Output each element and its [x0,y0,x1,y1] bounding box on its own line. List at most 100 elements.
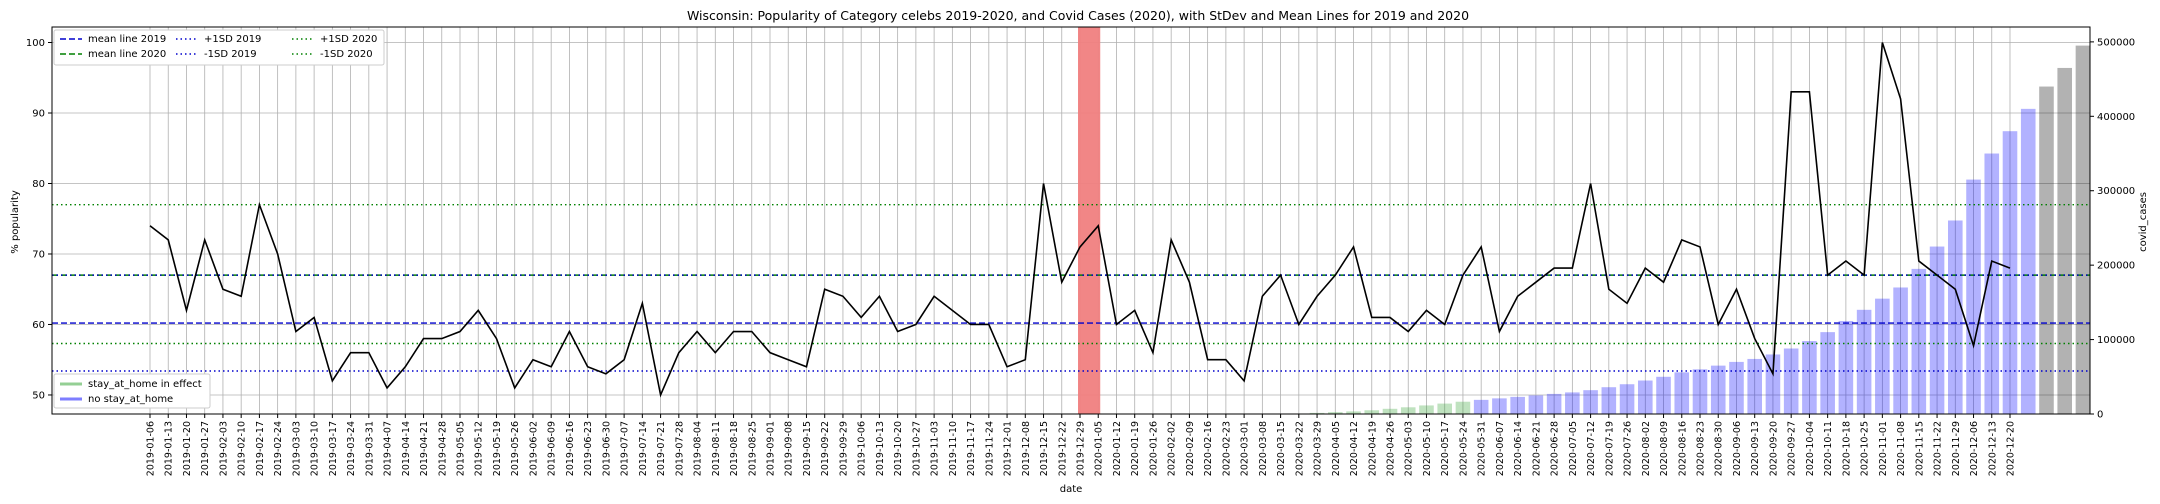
covid-bar [1893,287,1908,414]
covid-bar [1948,220,1963,414]
covid-bar [1419,405,1434,414]
x-tick-label: 2020-04-12 [1349,421,1360,476]
covid-bar [1619,384,1635,414]
x-tick-label: 2019-09-01 [766,421,777,476]
covid-bar [1455,401,1471,414]
x-tick-label: 2019-09-08 [784,421,795,476]
covid-bar [1911,268,1927,414]
covid-bar [1783,348,1799,414]
x-tick-label: 2019-06-23 [583,421,594,476]
legend-box [53,373,211,409]
x-tick-label: 2020-05-10 [1422,421,1433,476]
x-tick-label: 2020-02-02 [1167,421,1178,476]
x-tick-label: 2020-02-23 [1221,421,1232,476]
x-tick-label: 2019-09-22 [820,421,831,476]
covid-bar [1729,361,1744,414]
x-tick-label: 2020-07-26 [1623,421,1634,476]
x-tick-label: 2020-11-01 [1878,421,1889,476]
x-tick-label: 2019-01-06 [146,421,157,476]
x-tick-label: 2019-01-27 [200,421,211,476]
covid-bar [1601,387,1617,414]
x-tick-label: 2019-04-28 [437,421,448,476]
covid-bar [1984,153,2000,414]
covid-bar [1856,309,1872,414]
x-tick-label: 2020-05-17 [1440,421,1451,476]
x-tick-label: 2020-12-06 [1969,421,1980,476]
y2-tick-label: 500000 [2097,37,2135,48]
x-axis-label: date [1060,484,1083,495]
covid-bar [1583,390,1598,414]
covid-bar [1929,246,1945,414]
y-tick-label: 80 [32,179,45,190]
x-tick-label: 2020-12-13 [1987,421,1998,476]
x-tick-label: 2020-05-31 [1477,421,1488,476]
x-tick-label: 2020-01-19 [1130,421,1141,476]
x-tick-label: 2019-12-01 [1003,421,1014,476]
covid-bar [1473,399,1489,414]
covid-bar [2075,45,2091,414]
x-tick-label: 2020-09-06 [1732,421,1743,476]
covid-bar [2057,67,2072,415]
x-tick-label: 2020-06-07 [1495,421,1506,476]
x-tick-label: 2019-05-26 [510,421,521,476]
legend-label: +1SD 2020 [320,34,377,45]
covid-bar [1747,358,1762,414]
legend-label: mean line 2020 [88,49,166,60]
x-tick-label: 2020-12-20 [2006,421,2017,476]
legend-label: -1SD 2020 [320,49,373,60]
x-tick-label: 2019-04-21 [419,421,430,476]
x-tick-label: 2019-11-17 [966,421,977,476]
x-tick-label: 2019-10-13 [875,421,886,476]
x-tick-label: 2019-11-10 [948,421,959,476]
x-tick-label: 2019-04-14 [401,421,412,476]
covid-bar [2020,108,2036,414]
x-tick-label: 2019-08-04 [693,421,704,476]
x-tick-label: 2019-10-20 [893,421,904,476]
covid-bar [1966,179,1981,414]
x-tick-label: 2019-02-24 [273,421,284,476]
x-tick-label: 2020-08-09 [1659,421,1670,476]
legend-label: stay_at_home in effect [88,379,202,390]
x-tick-label: 2019-11-03 [930,421,941,476]
legend-label: mean line 2019 [88,34,166,45]
x-tick-label: 2020-03-01 [1240,421,1251,476]
covid-bar [1328,412,1343,414]
x-tick-label: 2020-03-08 [1258,421,1269,476]
x-tick-label: 2020-10-04 [1805,421,1816,476]
x-tick-label: 2019-12-29 [1076,421,1087,476]
x-tick-label: 2019-09-15 [802,421,813,476]
x-tick-label: 2019-05-12 [474,421,485,476]
y-tick-label: 50 [32,390,45,401]
covid-bar [1710,365,1726,414]
x-tick-label: 2019-09-29 [838,421,849,476]
x-tick-label: 2019-05-05 [456,421,467,476]
x-tick-label: 2019-03-10 [310,421,321,476]
x-tick-label: 2019-07-28 [674,421,685,476]
x-tick-label: 2020-03-29 [1313,421,1324,476]
x-tick-label: 2019-12-08 [1021,421,1032,476]
x-tick-label: 2020-04-26 [1386,421,1397,476]
x-tick-label: 2020-09-27 [1787,421,1798,476]
x-tick-label: 2020-08-02 [1641,421,1652,476]
covid-bar [1765,354,1781,414]
x-tick-label: 2020-01-05 [1094,421,1105,476]
popularity-line [149,42,2011,398]
x-tick-label: 2019-02-17 [255,421,266,476]
y-tick-label: 70 [32,249,45,260]
x-tick-label: 2020-01-26 [1148,421,1159,476]
x-tick-label: 2020-06-14 [1513,421,1524,476]
covid-bar [1346,411,1361,414]
x-tick-label: 2019-06-02 [528,421,539,476]
x-tick-label: 2019-08-25 [747,421,758,476]
x-tick-label: 2020-10-18 [1841,421,1852,476]
x-tick-label: 2020-05-03 [1404,421,1415,476]
x-tick-label: 2019-12-15 [1039,421,1050,476]
y-tick-label: 100 [26,38,45,49]
x-tick-label: 2020-02-09 [1185,421,1196,476]
covid-bar [1528,395,1544,414]
x-tick-label: 2019-08-18 [729,421,740,476]
plot-area: 50 60 70 80 90 100 0 100000 200000 300000 400000 50… [26,26,2135,476]
x-tick-label: 2019-07-07 [620,421,631,476]
x-tick-label: 2020-09-13 [1750,421,1761,476]
